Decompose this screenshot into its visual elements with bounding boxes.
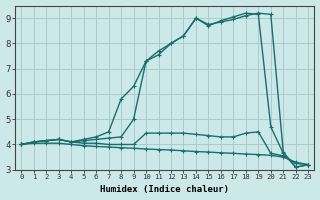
X-axis label: Humidex (Indice chaleur): Humidex (Indice chaleur) [100,185,229,194]
